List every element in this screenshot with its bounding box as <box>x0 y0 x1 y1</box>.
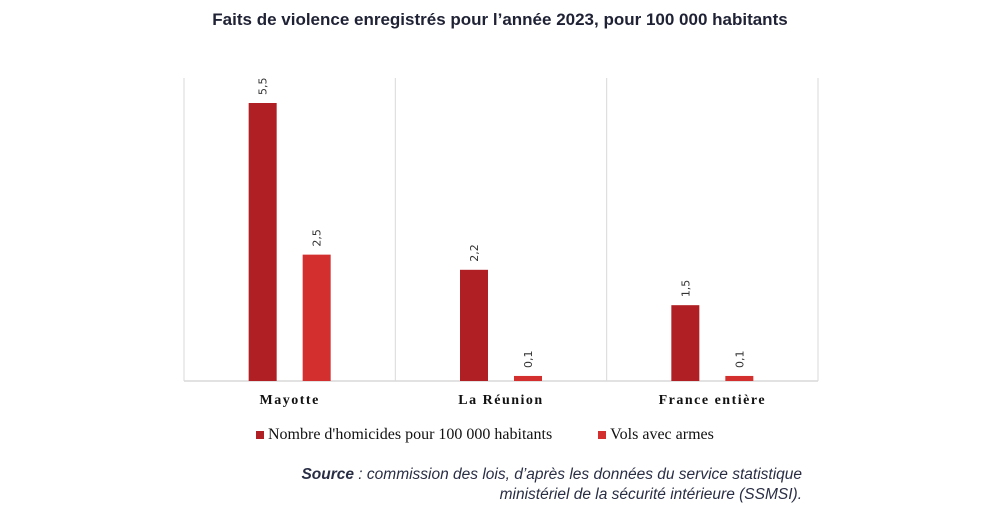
source-text: : commission des lois, d’après les donné… <box>354 466 802 483</box>
chart-plot-area: 5,5 2,5 Mayotte 2,2 0,1 La Réunion 1,5 0,1 Franc… <box>183 78 819 408</box>
legend-label-vols: Vols avec armes <box>610 426 714 443</box>
category-label: Mayotte <box>260 393 320 408</box>
chart-title: Faits de violence enregistrés pour l’ann… <box>212 10 788 29</box>
data-label: 2,5 <box>311 229 324 247</box>
data-label: 5,5 <box>257 78 270 96</box>
bar-homicides-mayotte <box>248 103 277 381</box>
data-label: 0,1 <box>522 350 535 368</box>
bar-homicides-france-entière <box>671 305 700 381</box>
data-label: 2,2 <box>468 244 481 262</box>
category-label: La Réunion <box>458 393 543 408</box>
legend-label-homicides: Nombre d'homicides pour 100 000 habitant… <box>268 426 553 443</box>
legend-swatch-vols <box>598 431 607 439</box>
bar-vols-mayotte <box>302 254 331 381</box>
source-note: Source : commission des lois, d’après le… <box>200 465 802 505</box>
category-label: France entière <box>659 393 766 408</box>
data-label: 1,5 <box>679 280 692 298</box>
bar-vols-france-entière <box>725 375 754 381</box>
legend-item-vols: Vols avec armes <box>598 426 714 444</box>
source-label: Source <box>301 466 354 483</box>
source-text-line2: ministériel de la sécurité intérieure (S… <box>499 486 802 503</box>
bar-vols-la-réunion <box>514 375 542 381</box>
chart-legend: Nombre d'homicides pour 100 000 habitant… <box>256 426 760 444</box>
legend-swatch-homicides <box>256 431 264 439</box>
data-label: 0,1 <box>733 350 746 368</box>
bar-homicides-la-réunion <box>460 269 488 381</box>
legend-item-homicides: Nombre d'homicides pour 100 000 habitant… <box>256 426 552 444</box>
